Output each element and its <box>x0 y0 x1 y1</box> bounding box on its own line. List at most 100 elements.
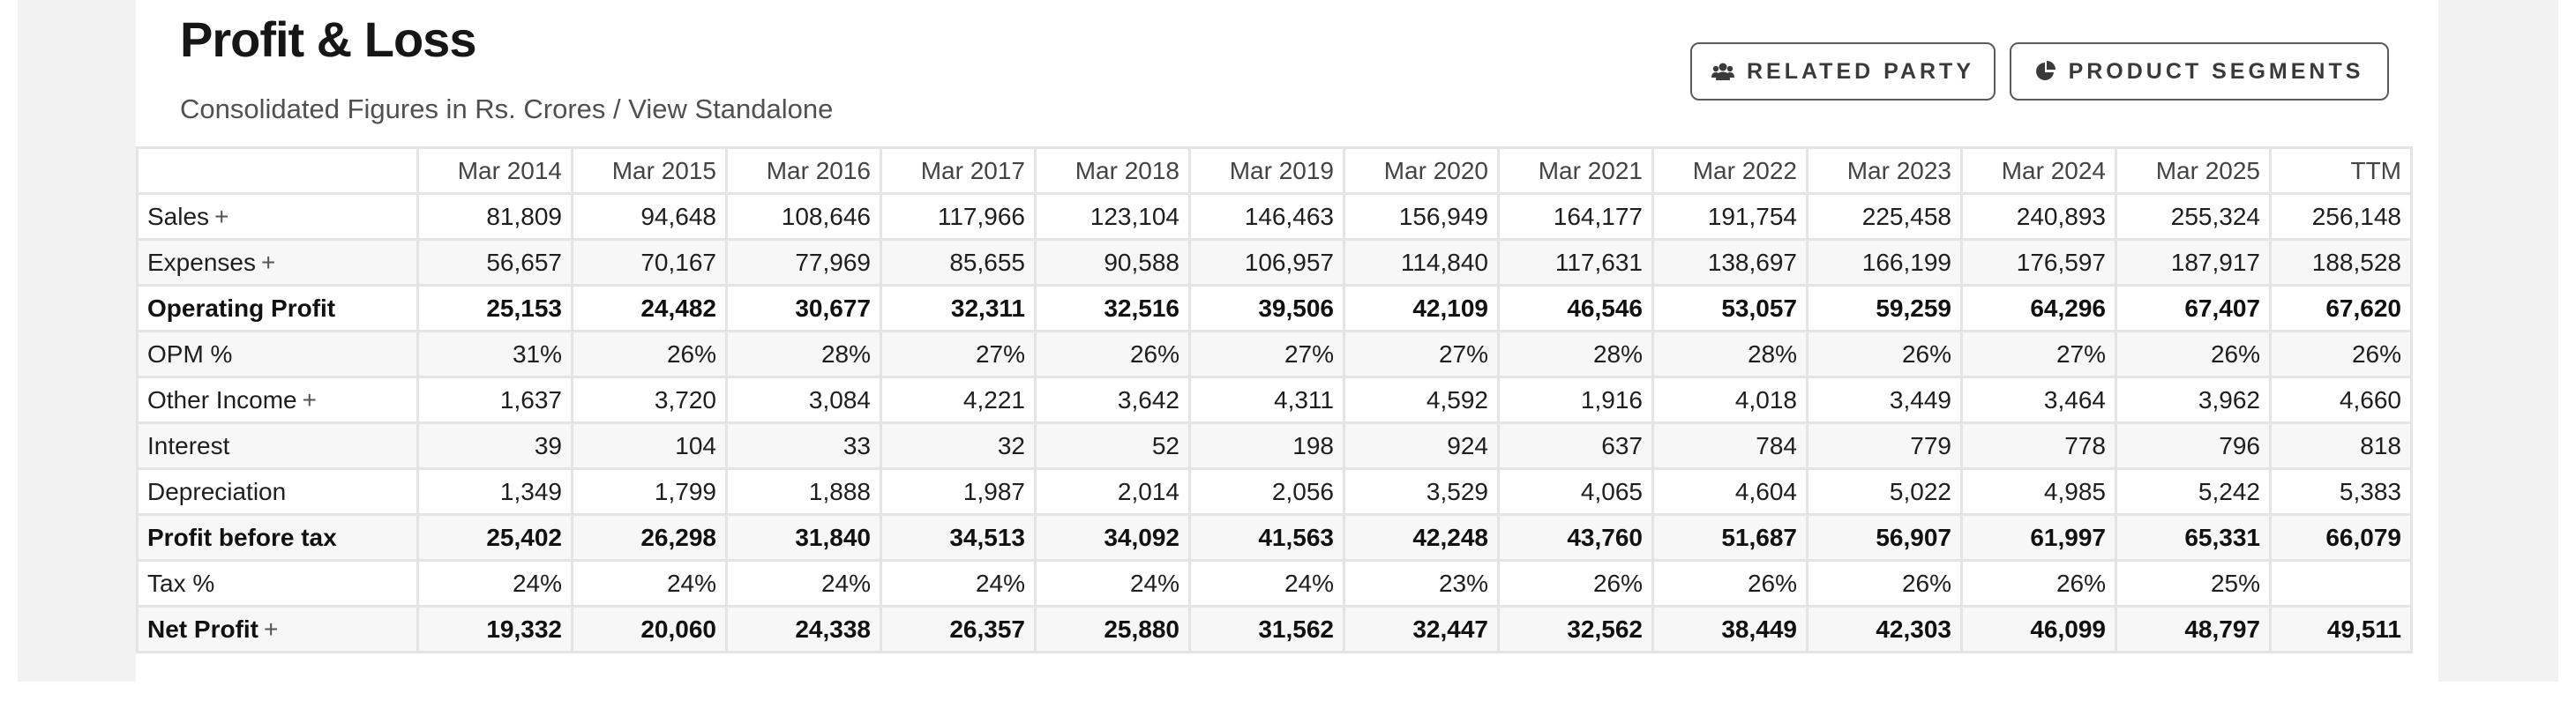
table-cell: 26,357 <box>880 605 1037 653</box>
table-cell <box>2269 559 2413 608</box>
table-cell: 31,562 <box>1188 605 1345 653</box>
row-label[interactable]: Sales <box>147 202 210 230</box>
table-cell: 25,402 <box>416 513 573 562</box>
table-cell: 176,597 <box>1960 238 2117 287</box>
table-cell: 637 <box>1497 421 1654 470</box>
table-cell: 117,966 <box>880 192 1037 241</box>
table-cell: 114,840 <box>1343 238 1500 287</box>
table-cell: 24,482 <box>571 284 728 332</box>
table-cell: 77,969 <box>725 238 882 287</box>
table-cell: 59,259 <box>1806 284 1963 332</box>
table-cell: 34,513 <box>880 513 1037 562</box>
table-cell: 1,987 <box>880 467 1037 516</box>
product-segments-button[interactable]: PRODUCT SEGMENTS <box>2010 42 2389 101</box>
table-cell: 34,092 <box>1034 513 1191 562</box>
column-header: Mar 2019 <box>1188 146 1345 195</box>
table-cell: 123,104 <box>1034 192 1191 241</box>
row-label: Interest <box>147 431 230 459</box>
table-cell: 3,449 <box>1806 376 1963 424</box>
table-cell: 53,057 <box>1651 284 1808 332</box>
table-row[interactable]: Other Income +1,637 3,720 3,084 4,221 3,642 4,… <box>136 376 2413 424</box>
pie-chart-icon <box>2035 61 2056 80</box>
table-cell: 1,888 <box>725 467 882 516</box>
table-cell: 24% <box>1188 559 1345 608</box>
table-cell: 3,464 <box>1960 376 2117 424</box>
section-subtitle[interactable]: Consolidated Figures in Rs. Crores / Vie… <box>180 93 834 124</box>
table-cell: 26% <box>571 330 728 378</box>
table-cell: 24,338 <box>725 605 882 653</box>
row-label: Tax % <box>147 569 215 597</box>
table-cell: 5,242 <box>2115 467 2272 516</box>
table-cell: 164,177 <box>1497 192 1654 241</box>
row-label[interactable]: Expenses <box>147 248 256 276</box>
row-label-cell[interactable]: Other Income + <box>136 376 419 424</box>
table-cell: 4,985 <box>1960 467 2117 516</box>
table-cell: 26% <box>1497 559 1654 608</box>
table-cell: 146,463 <box>1188 192 1345 241</box>
table-cell: 32,311 <box>880 284 1037 332</box>
table-cell: 4,065 <box>1497 467 1654 516</box>
row-label-cell: Profit before tax <box>136 513 419 562</box>
table-cell: 4,604 <box>1651 467 1808 516</box>
table-cell: 2,056 <box>1188 467 1345 516</box>
table-cell: 64,296 <box>1960 284 2117 332</box>
table-cell: 26% <box>1806 559 1963 608</box>
table-cell: 42,109 <box>1343 284 1500 332</box>
table-cell: 43,760 <box>1497 513 1654 562</box>
expand-row-button[interactable]: + <box>264 615 279 643</box>
table-cell: 778 <box>1960 421 2117 470</box>
row-label-cell[interactable]: Expenses + <box>136 238 419 287</box>
table-row[interactable]: Expenses +56,657 70,167 77,969 85,655 90,588 1… <box>136 238 2413 287</box>
table-cell: 94,648 <box>571 192 728 241</box>
table-cell: 90,588 <box>1034 238 1191 287</box>
table-cell: 27% <box>1343 330 1500 378</box>
table-row[interactable]: Net Profit +19,332 20,060 24,338 26,357 25,88… <box>136 605 2413 653</box>
table-row: Depreciation 1,349 1,799 1,888 1,987 2,014 2,0… <box>136 467 2413 516</box>
table-cell: 48,797 <box>2115 605 2272 653</box>
row-label: Profit before tax <box>147 523 337 551</box>
table-cell: 41,563 <box>1188 513 1345 562</box>
row-label: Operating Profit <box>147 294 336 322</box>
table-cell: 26% <box>1960 559 2117 608</box>
column-header-blank <box>136 146 419 195</box>
table-cell: 24% <box>880 559 1037 608</box>
related-party-button[interactable]: RELATED PARTY <box>1690 42 1996 101</box>
table-cell: 61,997 <box>1960 513 2117 562</box>
table-cell: 19,332 <box>416 605 573 653</box>
row-label: OPM % <box>147 339 233 368</box>
row-label[interactable]: Other Income <box>147 385 297 414</box>
table-cell: 26% <box>1034 330 1191 378</box>
table-cell: 31,840 <box>725 513 882 562</box>
column-header: Mar 2025 <box>2115 146 2272 195</box>
table-cell: 20,060 <box>571 605 728 653</box>
expand-row-button[interactable]: + <box>302 385 317 414</box>
row-label-cell[interactable]: Net Profit + <box>136 605 419 653</box>
table-cell: 5,383 <box>2269 467 2413 516</box>
row-label-cell: Interest <box>136 421 419 470</box>
table-cell: 26% <box>2269 330 2413 378</box>
table-cell: 3,084 <box>725 376 882 424</box>
row-label-cell: Depreciation <box>136 467 419 516</box>
table-cell: 24% <box>1034 559 1191 608</box>
related-party-label: RELATED PARTY <box>1746 58 1975 84</box>
table-cell: 1,349 <box>416 467 573 516</box>
table-cell: 24% <box>725 559 882 608</box>
table-cell: 52 <box>1034 421 1191 470</box>
column-header: TTM <box>2269 146 2413 195</box>
table-cell: 188,528 <box>2269 238 2413 287</box>
table-cell: 26% <box>2115 330 2272 378</box>
expand-row-button[interactable]: + <box>214 202 229 230</box>
table-cell: 67,407 <box>2115 284 2272 332</box>
table-row[interactable]: Sales +81,809 94,648 108,646 117,966 123,104 1… <box>136 192 2413 241</box>
table-cell: 31% <box>416 330 573 378</box>
table-cell: 25,880 <box>1034 605 1191 653</box>
table-cell: 28% <box>1651 330 1808 378</box>
row-label[interactable]: Net Profit <box>147 615 258 643</box>
expand-row-button[interactable]: + <box>260 248 276 276</box>
table-cell: 1,916 <box>1497 376 1654 424</box>
row-label-cell: OPM % <box>136 330 419 378</box>
table-cell: 4,592 <box>1343 376 1500 424</box>
table-cell: 924 <box>1343 421 1500 470</box>
row-label-cell[interactable]: Sales + <box>136 192 419 241</box>
table-cell: 104 <box>571 421 728 470</box>
